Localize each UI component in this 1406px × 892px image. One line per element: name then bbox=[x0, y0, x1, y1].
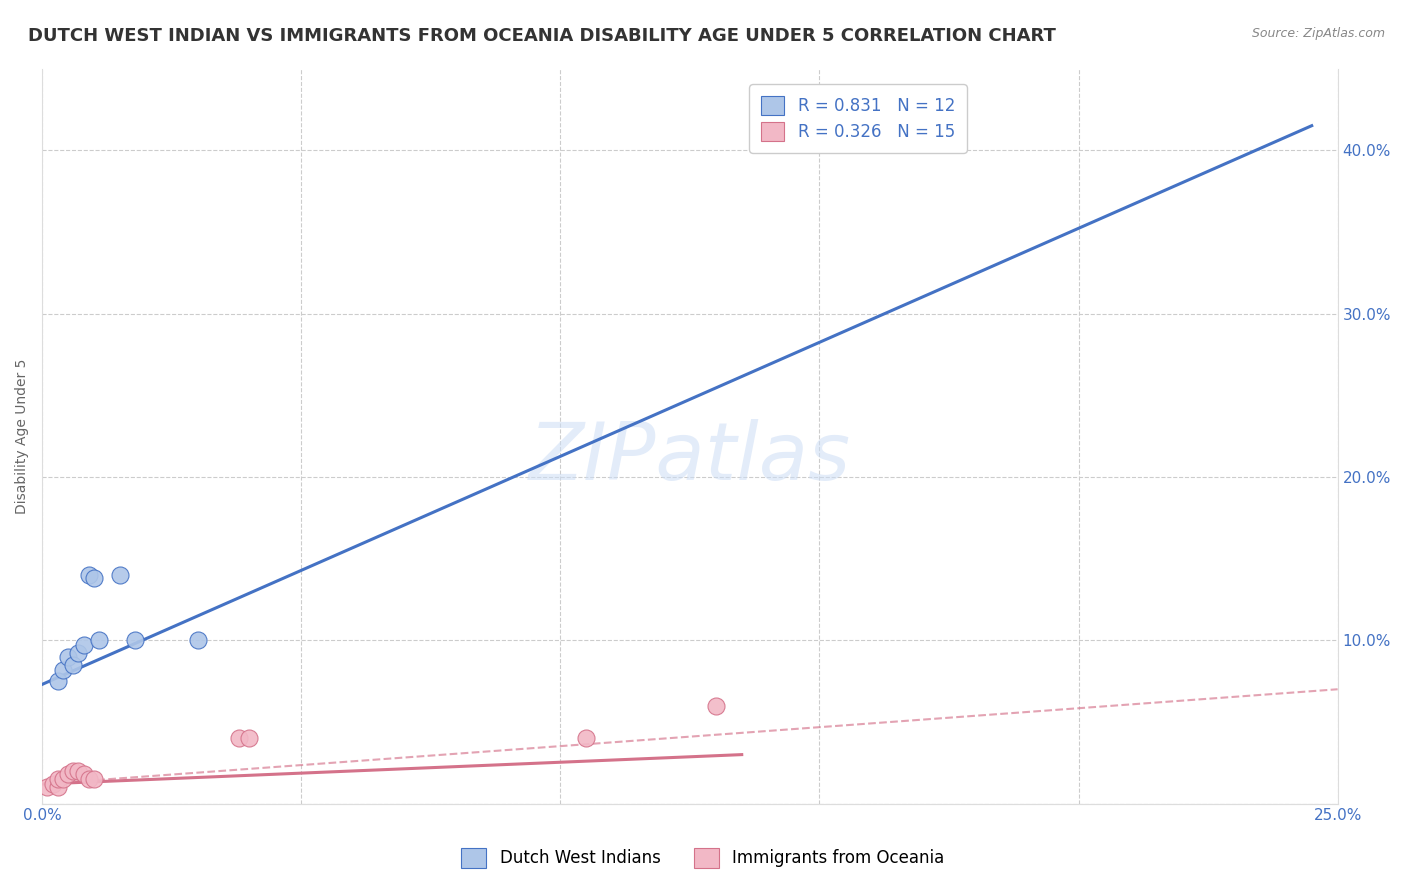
Text: Source: ZipAtlas.com: Source: ZipAtlas.com bbox=[1251, 27, 1385, 40]
Point bbox=[238, 731, 260, 746]
Point bbox=[575, 731, 598, 746]
Point bbox=[41, 777, 63, 791]
Point bbox=[67, 646, 90, 660]
Text: ZIPatlas: ZIPatlas bbox=[529, 419, 851, 497]
Point bbox=[83, 772, 105, 786]
Point bbox=[72, 638, 94, 652]
Point bbox=[46, 674, 69, 689]
Text: DUTCH WEST INDIAN VS IMMIGRANTS FROM OCEANIA DISABILITY AGE UNDER 5 CORRELATION : DUTCH WEST INDIAN VS IMMIGRANTS FROM OCE… bbox=[28, 27, 1056, 45]
Point bbox=[62, 764, 84, 778]
Point bbox=[52, 772, 75, 786]
Point bbox=[62, 657, 84, 672]
Point bbox=[46, 780, 69, 795]
Point bbox=[83, 571, 105, 585]
Point bbox=[56, 767, 79, 781]
Point bbox=[108, 568, 131, 582]
Point bbox=[228, 731, 250, 746]
Point bbox=[46, 772, 69, 786]
Point bbox=[56, 649, 79, 664]
Legend: Dutch West Indians, Immigrants from Oceania: Dutch West Indians, Immigrants from Ocea… bbox=[454, 841, 952, 875]
Point bbox=[704, 698, 727, 713]
Point bbox=[37, 780, 59, 795]
Point bbox=[77, 568, 100, 582]
Legend: R = 0.831   N = 12, R = 0.326   N = 15: R = 0.831 N = 12, R = 0.326 N = 15 bbox=[749, 84, 966, 153]
Point bbox=[67, 764, 90, 778]
Y-axis label: Disability Age Under 5: Disability Age Under 5 bbox=[15, 359, 30, 514]
Point bbox=[89, 633, 111, 648]
Point bbox=[187, 633, 209, 648]
Point bbox=[52, 663, 75, 677]
Point bbox=[77, 772, 100, 786]
Point bbox=[72, 767, 94, 781]
Point bbox=[124, 633, 146, 648]
